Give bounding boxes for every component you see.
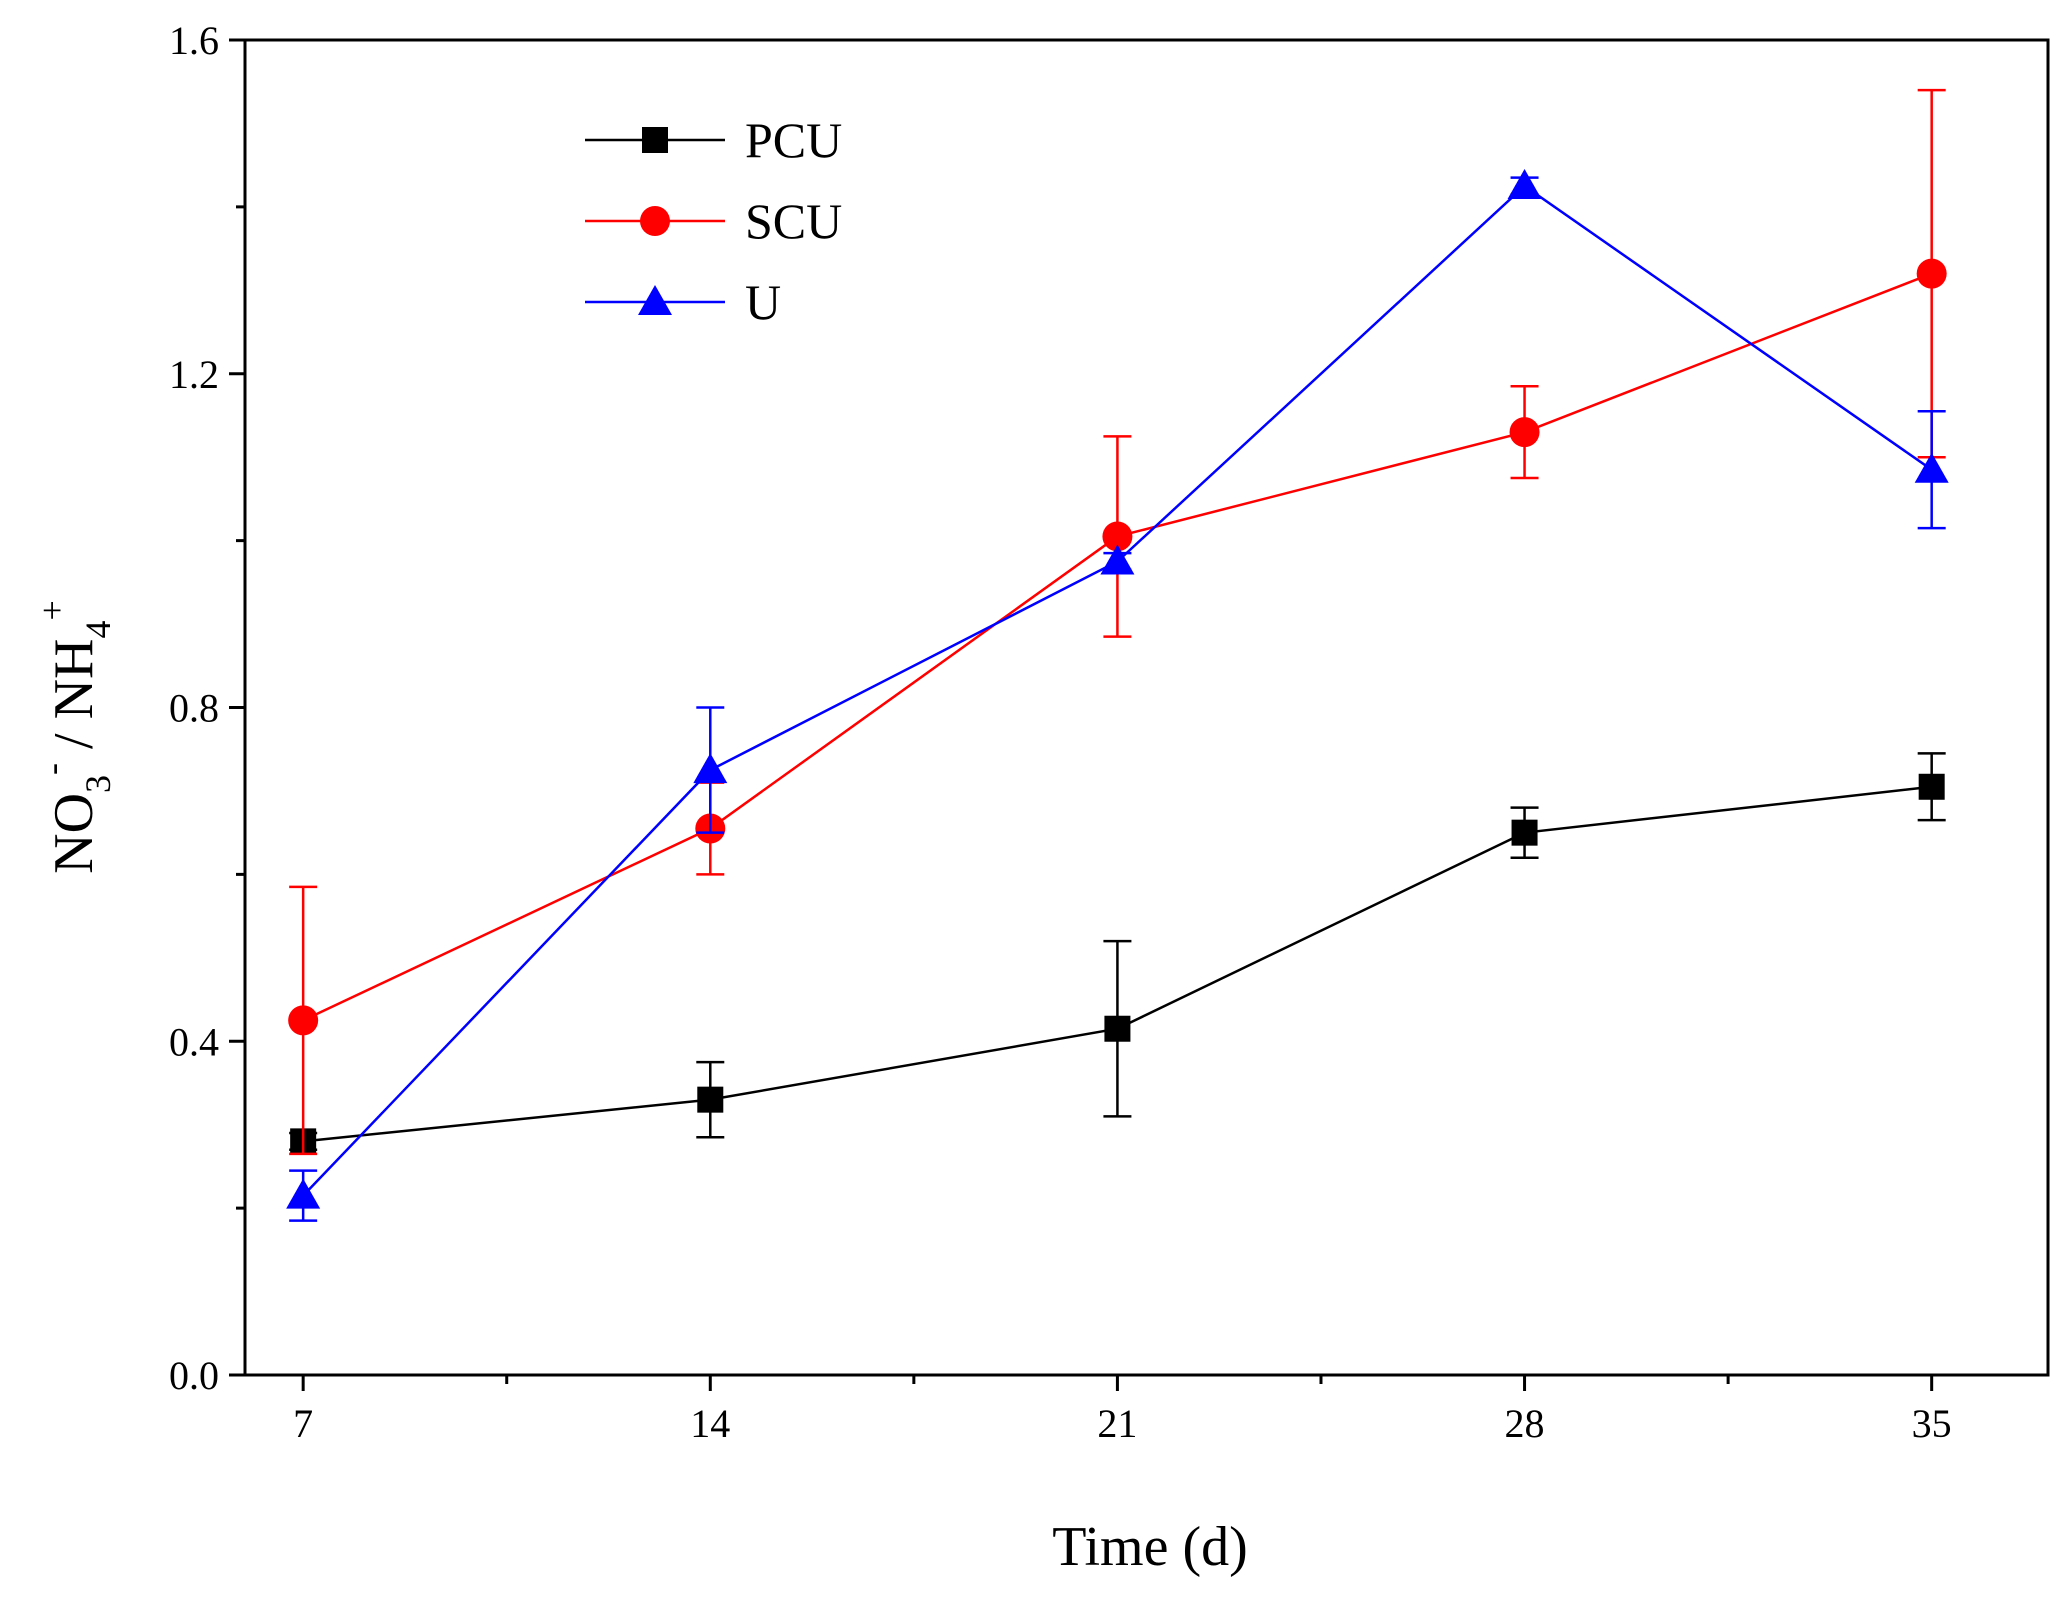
y-tick-label: 0.0 [169,1353,219,1398]
y-tick-label: 0.4 [169,1019,219,1064]
y-tick-label: 1.6 [169,18,219,63]
x-tick-label: 28 [1505,1401,1545,1446]
data-point-pcu [1918,773,1945,800]
y-tick-label: 0.8 [169,686,219,731]
series-scu [288,88,1947,1156]
x-tick-label: 7 [293,1401,313,1446]
plot-frame [243,38,2050,1377]
data-point-scu [1102,521,1133,552]
axis-layer: 0.0 0.4 0.8 1.2 1.6 7 14 21 28 35 [169,18,2050,1446]
legend-label-scu: SCU [745,193,842,249]
legend-item-pcu: PCU [585,112,842,168]
y-tick-label: 1.2 [169,352,219,397]
series-line-scu [302,272,1933,1022]
data-point-u [1914,452,1949,483]
data-point-pcu [1511,819,1538,846]
data-point-u [1100,544,1135,575]
plot-layer [286,88,1949,1222]
data-point-pcu [1104,1015,1131,1042]
data-point-scu [1916,258,1947,289]
legend-marker-u [638,285,672,315]
series-u [286,169,1949,1222]
data-point-u [286,1178,321,1209]
legend-marker-scu [640,206,670,236]
series-pcu [289,752,1946,1155]
legend-label-u: U [745,274,781,330]
x-axis-title: Time (d) [1052,1516,1248,1578]
x-tick-label: 21 [1097,1401,1137,1446]
legend-item-u: U [585,274,781,330]
data-point-scu [288,1005,319,1036]
data-point-u [1507,169,1542,200]
legend-marker-pcu [642,127,668,153]
data-point-u [693,753,728,784]
legend-item-scu: SCU [585,193,842,249]
x-tick-label: 14 [690,1401,730,1446]
legend: PCU SCU U [585,112,842,330]
data-point-scu [1509,417,1540,448]
data-point-pcu [697,1086,724,1113]
legend-label-pcu: PCU [745,112,842,168]
x-tick-label: 35 [1912,1401,1952,1446]
y-axis-title: NO3- / NH4+ [32,600,118,874]
